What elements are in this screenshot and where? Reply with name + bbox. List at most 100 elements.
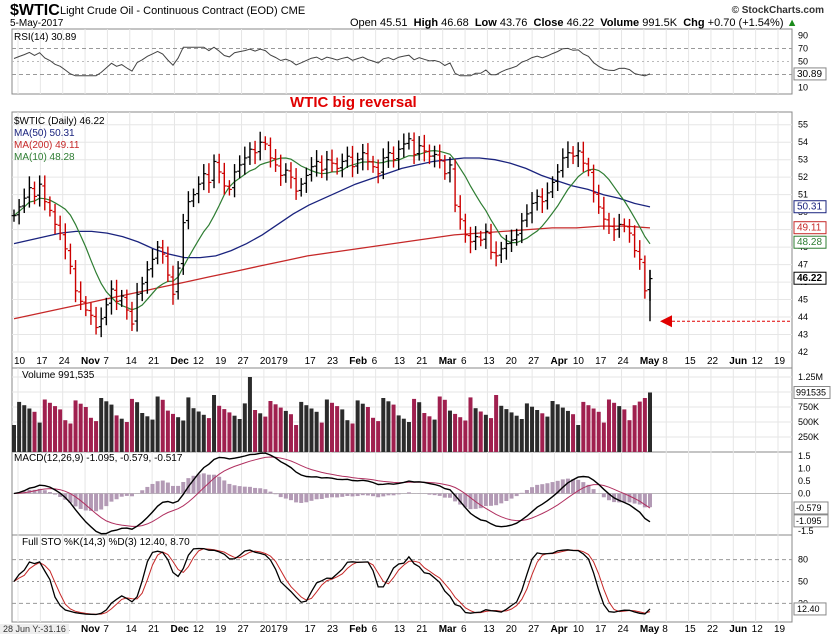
macd-hist-bar xyxy=(217,476,222,494)
macd-hist-bar xyxy=(550,482,555,494)
volume-bar xyxy=(201,414,206,452)
date-tick-label: 12 xyxy=(193,356,205,367)
price-badge: 49.11 xyxy=(793,221,827,235)
macd-hist-bar xyxy=(119,493,124,497)
volume-bar xyxy=(330,402,334,452)
macd-hist-bar xyxy=(227,483,232,494)
macd-hist-bar xyxy=(432,493,437,496)
volume-bar xyxy=(78,403,83,452)
volume-bar xyxy=(560,407,565,452)
price-badge-box xyxy=(793,200,827,214)
sto-label: Full STO %K(14,3) %D(3) 12.40, 8.70 xyxy=(22,537,190,548)
volume-bar xyxy=(417,402,422,452)
volume-bar xyxy=(304,405,309,452)
volume-bar xyxy=(494,395,499,452)
macd-hist-bar xyxy=(627,493,632,503)
macd-hist-bar xyxy=(509,493,514,499)
rsi-badge-text: 30.89 xyxy=(797,69,822,80)
volume-bar xyxy=(391,404,396,452)
macd-hist-bar xyxy=(237,486,242,494)
volume-bar xyxy=(535,410,540,452)
date-tick-label-bottom: 17 xyxy=(305,624,317,635)
reversal-arrow-icon xyxy=(660,315,672,328)
date-tick-label-bottom: 6 xyxy=(372,624,378,635)
ma200-line xyxy=(13,225,651,320)
macd-hist-bar xyxy=(545,483,550,494)
legend-price: $WTIC (Daily) 46.22 xyxy=(14,116,105,127)
macd-hist-bar xyxy=(376,493,381,498)
macd-hist-bar xyxy=(83,493,88,511)
volume-label: Volume 991,535 xyxy=(22,370,95,381)
macd-hist-bar xyxy=(206,474,211,494)
price-badge-box xyxy=(793,271,827,285)
exchange: CME xyxy=(280,5,306,17)
volume-bar xyxy=(247,377,252,452)
quote-line: Open 45.51 High 46.68 Low 43.76 Close 46… xyxy=(350,17,797,29)
date-tick-label-bottom: 27 xyxy=(528,624,540,635)
macd-hist-bar xyxy=(247,486,252,494)
volume-bar xyxy=(217,405,222,452)
volume-bar xyxy=(165,410,170,452)
volume-bar xyxy=(571,414,576,452)
date-tick-label: 8 xyxy=(662,356,668,367)
volume-bar xyxy=(509,412,514,452)
volume-bar xyxy=(468,397,473,452)
volume-bar xyxy=(145,416,150,452)
volume-bar xyxy=(109,404,114,452)
volume-bar xyxy=(473,408,478,452)
volume-bar xyxy=(150,419,155,452)
close-value: 46.22 xyxy=(566,17,595,29)
macd-hist-bar xyxy=(447,493,452,498)
macd-badge xyxy=(793,514,829,528)
volume-bar xyxy=(545,416,550,452)
legend-ma200: MA(200) 49.11 xyxy=(14,140,80,151)
sto-badge xyxy=(793,602,827,616)
volume-bar xyxy=(222,409,227,452)
symbol: $WTIC xyxy=(10,2,60,19)
volume-bar xyxy=(576,425,581,452)
macd-hist-bar xyxy=(360,493,365,496)
date-tick-label: 6 xyxy=(372,356,378,367)
volume-bar xyxy=(63,420,68,452)
quote-date: 5-May-2017 xyxy=(10,18,64,29)
volume-bar xyxy=(263,416,268,452)
date-tick-label: 15 xyxy=(685,356,697,367)
volume-bar xyxy=(212,395,217,452)
macd-hist-bar xyxy=(494,493,499,506)
vol-tick-label: 750K xyxy=(798,402,819,412)
date-tick-label-bottom: 19 xyxy=(774,624,786,635)
volume-bar xyxy=(524,403,529,452)
volume-bar xyxy=(206,418,211,452)
price-legend: $WTIC (Daily) 46.22 MA(50) 50.31 MA(200)… xyxy=(14,116,105,164)
date-tick-label: 19 xyxy=(215,356,227,367)
macd-hist-bar xyxy=(396,493,401,495)
volume-bar xyxy=(396,415,401,452)
volume-bar xyxy=(637,401,642,452)
price-tick-label: 43 xyxy=(798,330,808,340)
volume-bar xyxy=(550,401,555,452)
macd-hist-bar xyxy=(453,493,458,502)
volume-bar xyxy=(258,413,263,452)
volume-bar xyxy=(499,405,504,452)
volume-bar xyxy=(447,410,452,452)
date-tick-label-bottom: 12 xyxy=(193,624,205,635)
low-label: Low xyxy=(474,17,497,29)
macd-hist-bar xyxy=(58,493,63,497)
macd-hist-bar xyxy=(330,493,334,498)
macd-hist-bar xyxy=(458,493,463,505)
macd-hist-bar xyxy=(565,478,570,494)
volume-bar xyxy=(319,422,324,452)
date-tick-label: Apr xyxy=(550,356,567,367)
macd-hist-bar xyxy=(340,493,345,497)
high-label: High xyxy=(413,17,439,29)
rsi-tick-label: 70 xyxy=(798,44,808,54)
low-value: 43.76 xyxy=(499,17,528,29)
macd-hist-bar xyxy=(165,482,170,494)
macd-hist-bar xyxy=(268,491,273,494)
date-tick-label: 17 xyxy=(36,356,48,367)
chg-value: +0.70 (+1.54%) xyxy=(707,17,784,29)
sto-badge-text: 12.40 xyxy=(797,604,820,614)
volume-bar xyxy=(648,392,652,452)
volume-value: 991.5K xyxy=(642,17,678,29)
date-tick-label: 10 xyxy=(573,356,585,367)
